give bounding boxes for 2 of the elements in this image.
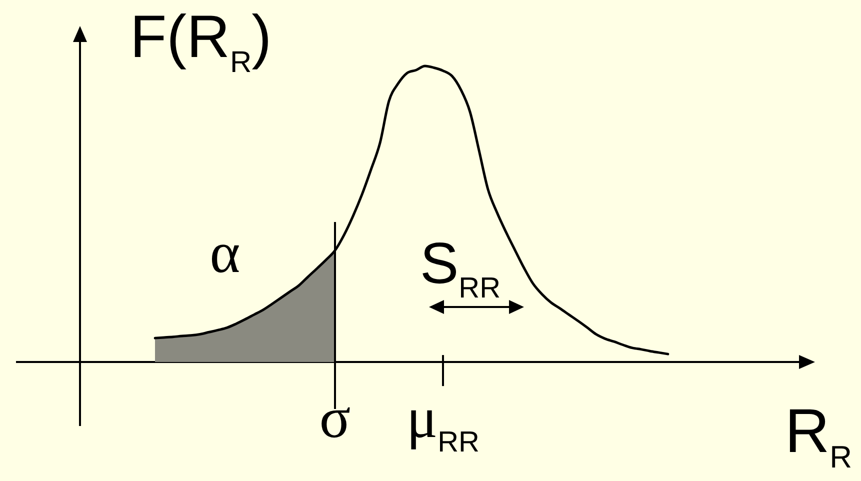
annotation: α <box>210 220 240 285</box>
x-tick-label: σ <box>319 385 351 450</box>
